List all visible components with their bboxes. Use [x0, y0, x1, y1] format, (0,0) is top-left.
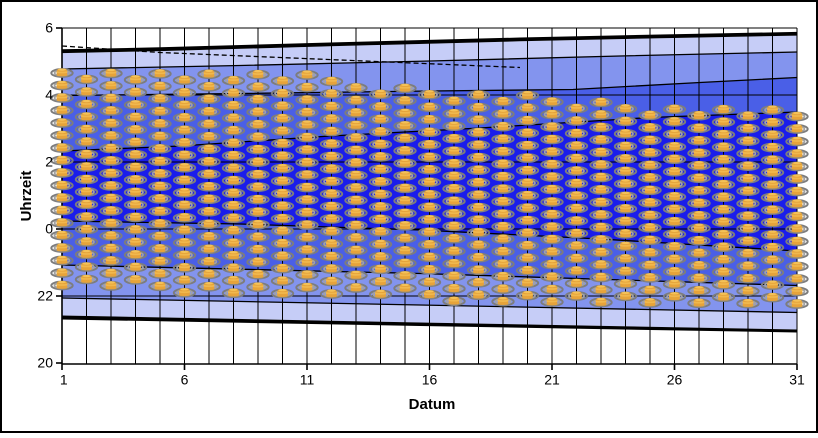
- svg-text:2: 2: [45, 153, 53, 169]
- svg-text:0: 0: [45, 220, 53, 236]
- svg-text:22: 22: [37, 287, 53, 303]
- svg-text:31: 31: [789, 372, 805, 388]
- svg-text:Uhrzeit: Uhrzeit: [18, 171, 35, 222]
- svg-text:1: 1: [60, 372, 68, 388]
- svg-text:21: 21: [544, 372, 560, 388]
- svg-text:16: 16: [422, 372, 438, 388]
- svg-text:4: 4: [45, 86, 53, 102]
- svg-text:11: 11: [300, 372, 315, 388]
- svg-text:20: 20: [37, 354, 53, 370]
- svg-text:6: 6: [45, 19, 53, 35]
- svg-text:6: 6: [181, 372, 189, 388]
- svg-text:26: 26: [667, 372, 683, 388]
- svg-text:Datum: Datum: [409, 396, 456, 413]
